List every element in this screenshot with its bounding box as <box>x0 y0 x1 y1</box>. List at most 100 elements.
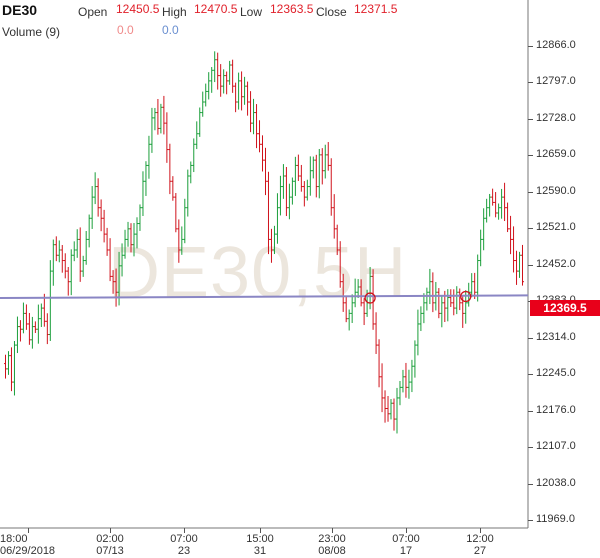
candle <box>234 82 238 113</box>
candle <box>275 193 279 244</box>
y-tick-label: 12590.0 <box>536 184 576 197</box>
candle <box>422 293 426 324</box>
candle <box>249 91 253 133</box>
candle <box>111 270 115 294</box>
candle <box>135 217 139 249</box>
candle <box>261 135 265 172</box>
y-tick-label: 11969.0 <box>536 513 575 525</box>
x-tick-mark <box>480 528 481 533</box>
x-tick-label: 07:00 17 <box>371 533 441 557</box>
candle <box>503 182 507 222</box>
candle <box>45 313 49 345</box>
candle <box>18 320 22 342</box>
x-tick-mark <box>406 528 407 533</box>
candle <box>446 289 450 322</box>
y-tick-mark <box>528 228 533 230</box>
candle <box>404 362 408 398</box>
candle <box>51 239 55 286</box>
candle <box>81 255 85 277</box>
candle <box>12 341 16 396</box>
candle <box>9 347 13 392</box>
y-tick-mark <box>528 46 533 47</box>
candle <box>255 104 259 149</box>
y-tick-mark <box>528 118 533 120</box>
x-tick-time: 02:00 <box>96 533 124 545</box>
x-tick-time: 23:00 <box>318 533 346 545</box>
x-tick-mark <box>184 528 185 533</box>
candle <box>87 214 91 248</box>
y-tick-mark <box>528 483 533 485</box>
candle <box>126 221 130 247</box>
candle <box>317 148 321 199</box>
x-tick-date: 07/13 <box>96 545 124 557</box>
candle <box>60 245 64 273</box>
trendline-anchor-marker[interactable] <box>460 290 472 303</box>
y-tick-label: 12038.0 <box>536 476 576 489</box>
candle <box>428 268 432 305</box>
candle <box>437 288 441 319</box>
candle <box>305 179 309 201</box>
candle <box>207 72 211 100</box>
x-tick-mark <box>332 528 333 533</box>
candle <box>491 188 495 206</box>
candle <box>359 279 363 307</box>
candle <box>189 161 193 184</box>
candle <box>284 166 288 217</box>
candle <box>213 51 217 83</box>
y-tick-label: 12176.0 <box>536 403 576 416</box>
candle <box>90 186 94 229</box>
candle <box>341 273 345 312</box>
candle <box>144 161 148 196</box>
candle <box>323 144 327 179</box>
x-tick-label: 18:00 06/29/2018 <box>0 533 70 557</box>
candle <box>506 202 510 233</box>
y-tick-label: 12107.0 <box>536 440 576 453</box>
candle <box>389 399 393 420</box>
candle <box>392 398 396 431</box>
y-tick-mark <box>528 447 533 449</box>
candle <box>518 251 522 278</box>
candle <box>6 351 10 375</box>
candle <box>338 241 342 288</box>
x-tick-date: 27 <box>473 545 487 557</box>
candle <box>377 339 381 388</box>
candle <box>470 273 474 298</box>
candle <box>473 272 477 300</box>
candle <box>210 67 214 93</box>
candle <box>246 81 250 116</box>
candle <box>198 107 202 137</box>
candle <box>66 267 70 296</box>
candle <box>123 229 127 259</box>
candle <box>380 363 384 413</box>
candle <box>314 154 318 198</box>
candle <box>258 120 262 153</box>
candle <box>15 316 19 354</box>
high-label: High <box>162 5 187 19</box>
candle <box>509 215 513 255</box>
trendline[interactable] <box>0 294 529 300</box>
candle <box>272 225 276 255</box>
candle <box>177 219 181 263</box>
candle <box>329 158 333 216</box>
y-tick-label: 12866.0 <box>536 39 576 51</box>
candle <box>39 303 43 328</box>
y-tick-mark <box>528 337 533 339</box>
candle <box>237 72 241 110</box>
candle <box>48 260 52 341</box>
candle <box>326 142 330 171</box>
y-tick-label: 12245.0 <box>536 367 576 380</box>
candle <box>225 71 229 95</box>
candle <box>521 244 525 286</box>
trendline-anchor-marker[interactable] <box>364 292 376 304</box>
candle <box>485 198 489 223</box>
candle <box>78 227 82 282</box>
current-price-badge: 12369.5 <box>530 300 600 317</box>
x-tick-label: 15:00 31 <box>225 533 295 557</box>
candle <box>96 178 100 217</box>
candle <box>231 59 235 93</box>
candle <box>500 188 504 219</box>
candle <box>362 298 366 326</box>
candle <box>3 354 7 379</box>
